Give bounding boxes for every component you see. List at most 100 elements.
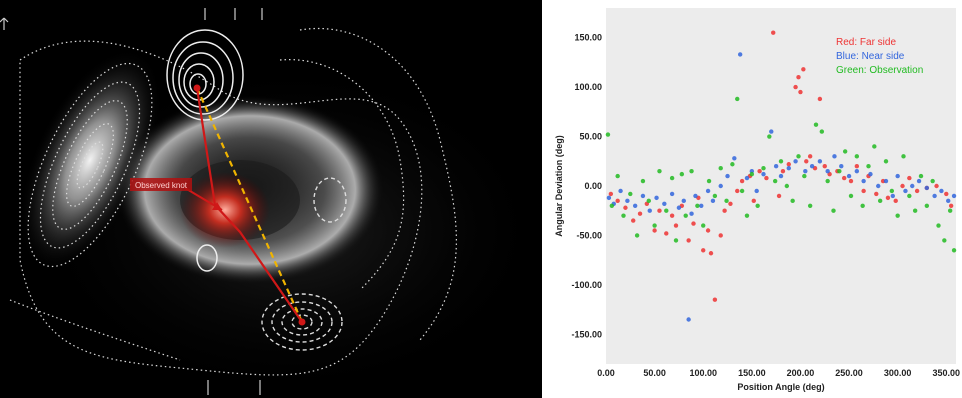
data-point — [769, 129, 774, 134]
data-point — [918, 173, 924, 179]
data-point — [889, 188, 895, 194]
data-point — [735, 96, 740, 102]
data-point — [757, 168, 762, 174]
data-point — [683, 213, 688, 218]
data-point — [876, 183, 881, 189]
data-point — [860, 203, 865, 208]
data-point — [786, 166, 791, 171]
data-point — [907, 193, 912, 199]
data-point — [632, 203, 638, 208]
data-point — [916, 178, 922, 184]
data-point — [934, 183, 939, 189]
data-point — [804, 159, 809, 164]
data-point — [654, 195, 659, 201]
data-point — [848, 178, 854, 184]
y-tick-label: -150.00 — [571, 329, 602, 339]
data-point — [767, 134, 772, 139]
data-point — [798, 89, 803, 95]
data-point — [848, 193, 854, 199]
data-point — [751, 198, 756, 204]
data-point — [647, 208, 652, 213]
axis-ticks: 0.00 50.00 100.00 150.00 200.00 250.00 300.00 3… — [571, 33, 960, 378]
data-point — [744, 175, 750, 181]
data-point — [832, 154, 837, 159]
data-point — [900, 183, 905, 189]
data-point — [773, 164, 779, 169]
scatter-chart-panel: 0.00 50.00 100.00 150.00 200.00 250.00 300.00 3… — [548, 0, 962, 398]
red-line — [195, 87, 303, 323]
data-point — [669, 175, 675, 181]
y-axis-title: Angular Deviation (deg) — [554, 135, 564, 237]
y-tick-label: 150.00 — [574, 33, 602, 43]
data-point — [854, 154, 860, 159]
data-point — [718, 166, 723, 171]
data-point — [605, 132, 611, 137]
data-point — [725, 173, 730, 179]
data-points — [605, 30, 957, 322]
data-point — [646, 198, 651, 204]
data-point — [868, 171, 873, 177]
y-tick-label: -100.00 — [571, 280, 602, 290]
data-point — [771, 30, 776, 35]
data-point — [739, 178, 745, 184]
data-point — [689, 211, 694, 216]
data-point — [640, 193, 646, 199]
data-point — [778, 173, 784, 179]
data-point — [924, 203, 930, 208]
x-axis-title: Position Angle (deg) — [737, 382, 824, 392]
data-point — [907, 175, 912, 181]
data-point — [947, 208, 953, 213]
data-point — [673, 223, 679, 228]
data-point — [730, 162, 735, 167]
x-tick-label: 250.00 — [835, 368, 863, 378]
data-point — [701, 223, 706, 228]
data-point — [817, 96, 823, 102]
data-point — [813, 122, 819, 127]
data-point — [861, 188, 866, 194]
y-tick-label: -50.00 — [576, 230, 602, 240]
data-point — [942, 238, 947, 243]
data-point — [930, 178, 935, 184]
data-point — [676, 205, 682, 210]
data-point — [951, 248, 957, 253]
data-point — [842, 149, 848, 154]
data-point — [807, 154, 813, 159]
data-point — [932, 193, 937, 199]
data-point — [841, 175, 847, 181]
astronomical-image: Observed knot — [0, 8, 542, 398]
data-point — [780, 168, 786, 174]
data-point — [807, 203, 813, 208]
scatter-chart: 0.00 50.00 100.00 150.00 200.00 250.00 300.00 3… — [554, 8, 960, 392]
data-point — [608, 191, 614, 197]
data-point — [695, 203, 700, 208]
annotation-label-box — [130, 178, 192, 191]
data-point — [910, 183, 915, 189]
data-point — [669, 213, 675, 218]
data-point — [606, 195, 612, 201]
data-point — [895, 173, 900, 179]
x-tick-label: 150.00 — [738, 368, 766, 378]
data-point — [708, 251, 714, 256]
data-point — [737, 52, 743, 57]
data-point — [839, 164, 844, 169]
data-point — [628, 191, 633, 197]
plot-area — [606, 8, 956, 364]
data-point — [778, 159, 784, 164]
data-point — [776, 193, 782, 199]
data-point — [877, 198, 883, 204]
data-point — [761, 171, 766, 177]
x-tick-label: 100.00 — [689, 368, 717, 378]
data-point — [914, 188, 920, 194]
data-point — [764, 175, 769, 181]
data-point — [817, 159, 823, 164]
red-marker-top — [193, 84, 201, 92]
data-point — [686, 317, 691, 322]
data-point — [662, 201, 667, 206]
data-point — [786, 162, 791, 167]
data-point — [637, 211, 643, 216]
x-tick-label: 0.00 — [597, 368, 615, 378]
data-point — [657, 208, 662, 213]
legend-entry-observation: Green: Observation — [836, 65, 923, 76]
data-point — [609, 203, 615, 208]
data-point — [755, 203, 760, 208]
